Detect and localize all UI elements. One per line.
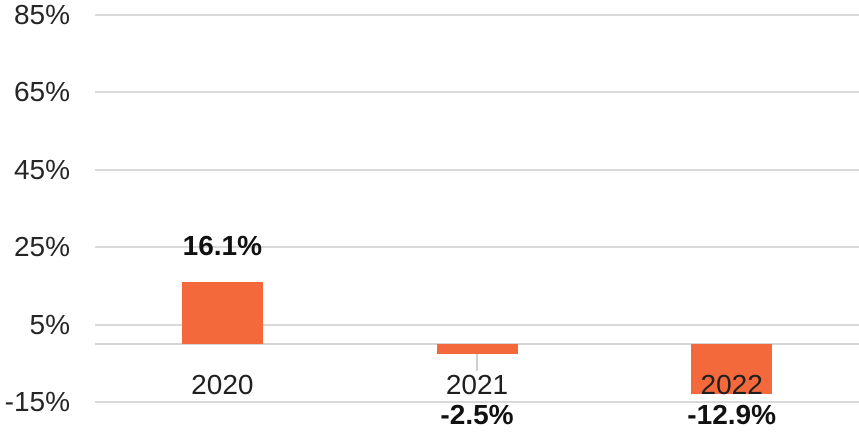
bar-2022 — [691, 343, 773, 394]
x-axis-category-label: 2020 — [191, 368, 254, 400]
gridline — [95, 14, 859, 16]
gridline — [95, 246, 859, 249]
y-axis-tick-label: 45% — [13, 153, 70, 185]
bar-2021 — [436, 343, 518, 354]
gridline — [95, 323, 859, 326]
x-axis-category-label: 2022 — [700, 368, 763, 400]
value-label-2022: -12.9% — [687, 399, 777, 430]
y-axis-tick-label: 25% — [13, 231, 70, 263]
gridline — [95, 168, 859, 171]
x-axis-category-label: 2021 — [445, 368, 509, 400]
value-label-2021: -2.5% — [440, 399, 514, 430]
y-axis-tick-label: 5% — [29, 308, 70, 340]
gridline — [95, 401, 859, 403]
y-axis-tick-label: -15% — [4, 386, 70, 417]
y-axis-tick-label: 85% — [13, 0, 70, 30]
gridline — [95, 91, 859, 94]
value-label-2020: 16.1% — [182, 229, 263, 261]
bar-2020 — [181, 281, 263, 344]
y-axis-tick-label: 65% — [13, 76, 70, 108]
leader-line — [476, 353, 478, 371]
